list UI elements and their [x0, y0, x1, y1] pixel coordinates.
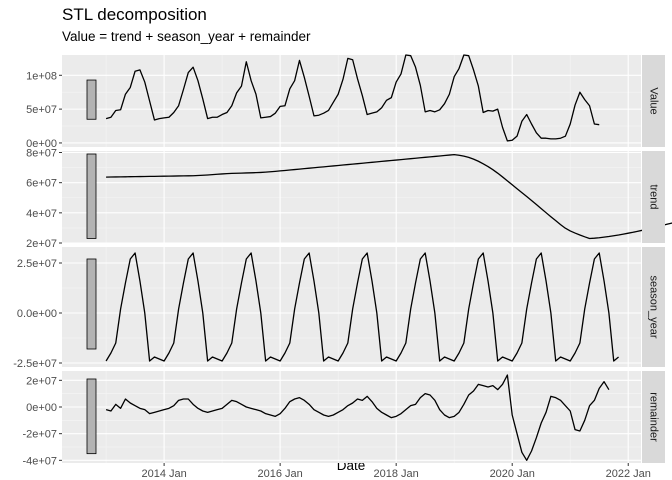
facet-strip [642, 247, 665, 367]
panel-background [62, 55, 641, 147]
facet-strip-label: Value [648, 87, 660, 114]
series-line-trend [106, 153, 672, 240]
panel-remainder: -4e+07 -2e+07 0e+00 2e+07 remainder [22, 371, 665, 467]
y-tick-label: 2e+07 [26, 375, 57, 387]
x-tick-label: 2018 Jan [374, 468, 419, 480]
y-tick-label: 8e+07 [26, 148, 57, 160]
facet-strip-label: trend [648, 184, 660, 209]
range-bar [86, 79, 97, 120]
panel-background [62, 247, 641, 367]
series-line-Value [105, 54, 600, 142]
x-tick-label: 2022 Jan [606, 468, 651, 480]
panel-background [62, 371, 641, 463]
y-tick-label: 2e+07 [26, 238, 57, 250]
range-bar [86, 153, 97, 239]
series-line-season-year [105, 252, 619, 362]
facet-strip-label: remainder [648, 392, 660, 442]
y-tick-label: 0e+00 [26, 138, 57, 150]
x-tick-label: 2020 Jan [490, 468, 535, 480]
facet-strip [642, 371, 665, 463]
y-tick-label: -2.5e+07 [13, 358, 57, 370]
x-tick-label: 2016 Jan [258, 468, 303, 480]
x-axis: 2014 Jan 2016 Jan 2018 Jan 2020 Jan 2022 Jan [141, 463, 651, 480]
y-tick-label: 5e+07 [26, 104, 57, 116]
y-tick-label: -4e+07 [22, 455, 57, 467]
range-bar [86, 378, 97, 455]
facet-strip-label: season_year [648, 276, 660, 339]
panel-season-year: -2.5e+07 0.0e+00 2.5e+07 season_year [13, 247, 665, 370]
y-tick-label: 6e+07 [26, 178, 57, 190]
y-tick-label: 0e+00 [26, 402, 57, 414]
facet-strip [642, 151, 665, 243]
x-tick-label: 2014 Jan [141, 468, 186, 480]
range-bar [86, 258, 97, 350]
y-tick-label: -2e+07 [22, 429, 57, 441]
y-tick-label: 1e+08 [26, 70, 57, 82]
chart-title: STL decomposition [62, 5, 207, 24]
series-line-remainder [105, 374, 610, 461]
y-tick-label: 2.5e+07 [17, 258, 57, 270]
chart-subtitle: Value = trend + season_year + remainder [62, 29, 311, 44]
panel-Value: 0e+00 5e+07 1e+08 Value [26, 54, 665, 150]
y-tick-label: 4e+07 [26, 208, 57, 220]
panel-trend: 2e+07 4e+07 6e+07 8e+07 trend [26, 148, 672, 250]
facet-strip [642, 55, 665, 147]
y-tick-label: 0.0e+00 [17, 308, 57, 320]
